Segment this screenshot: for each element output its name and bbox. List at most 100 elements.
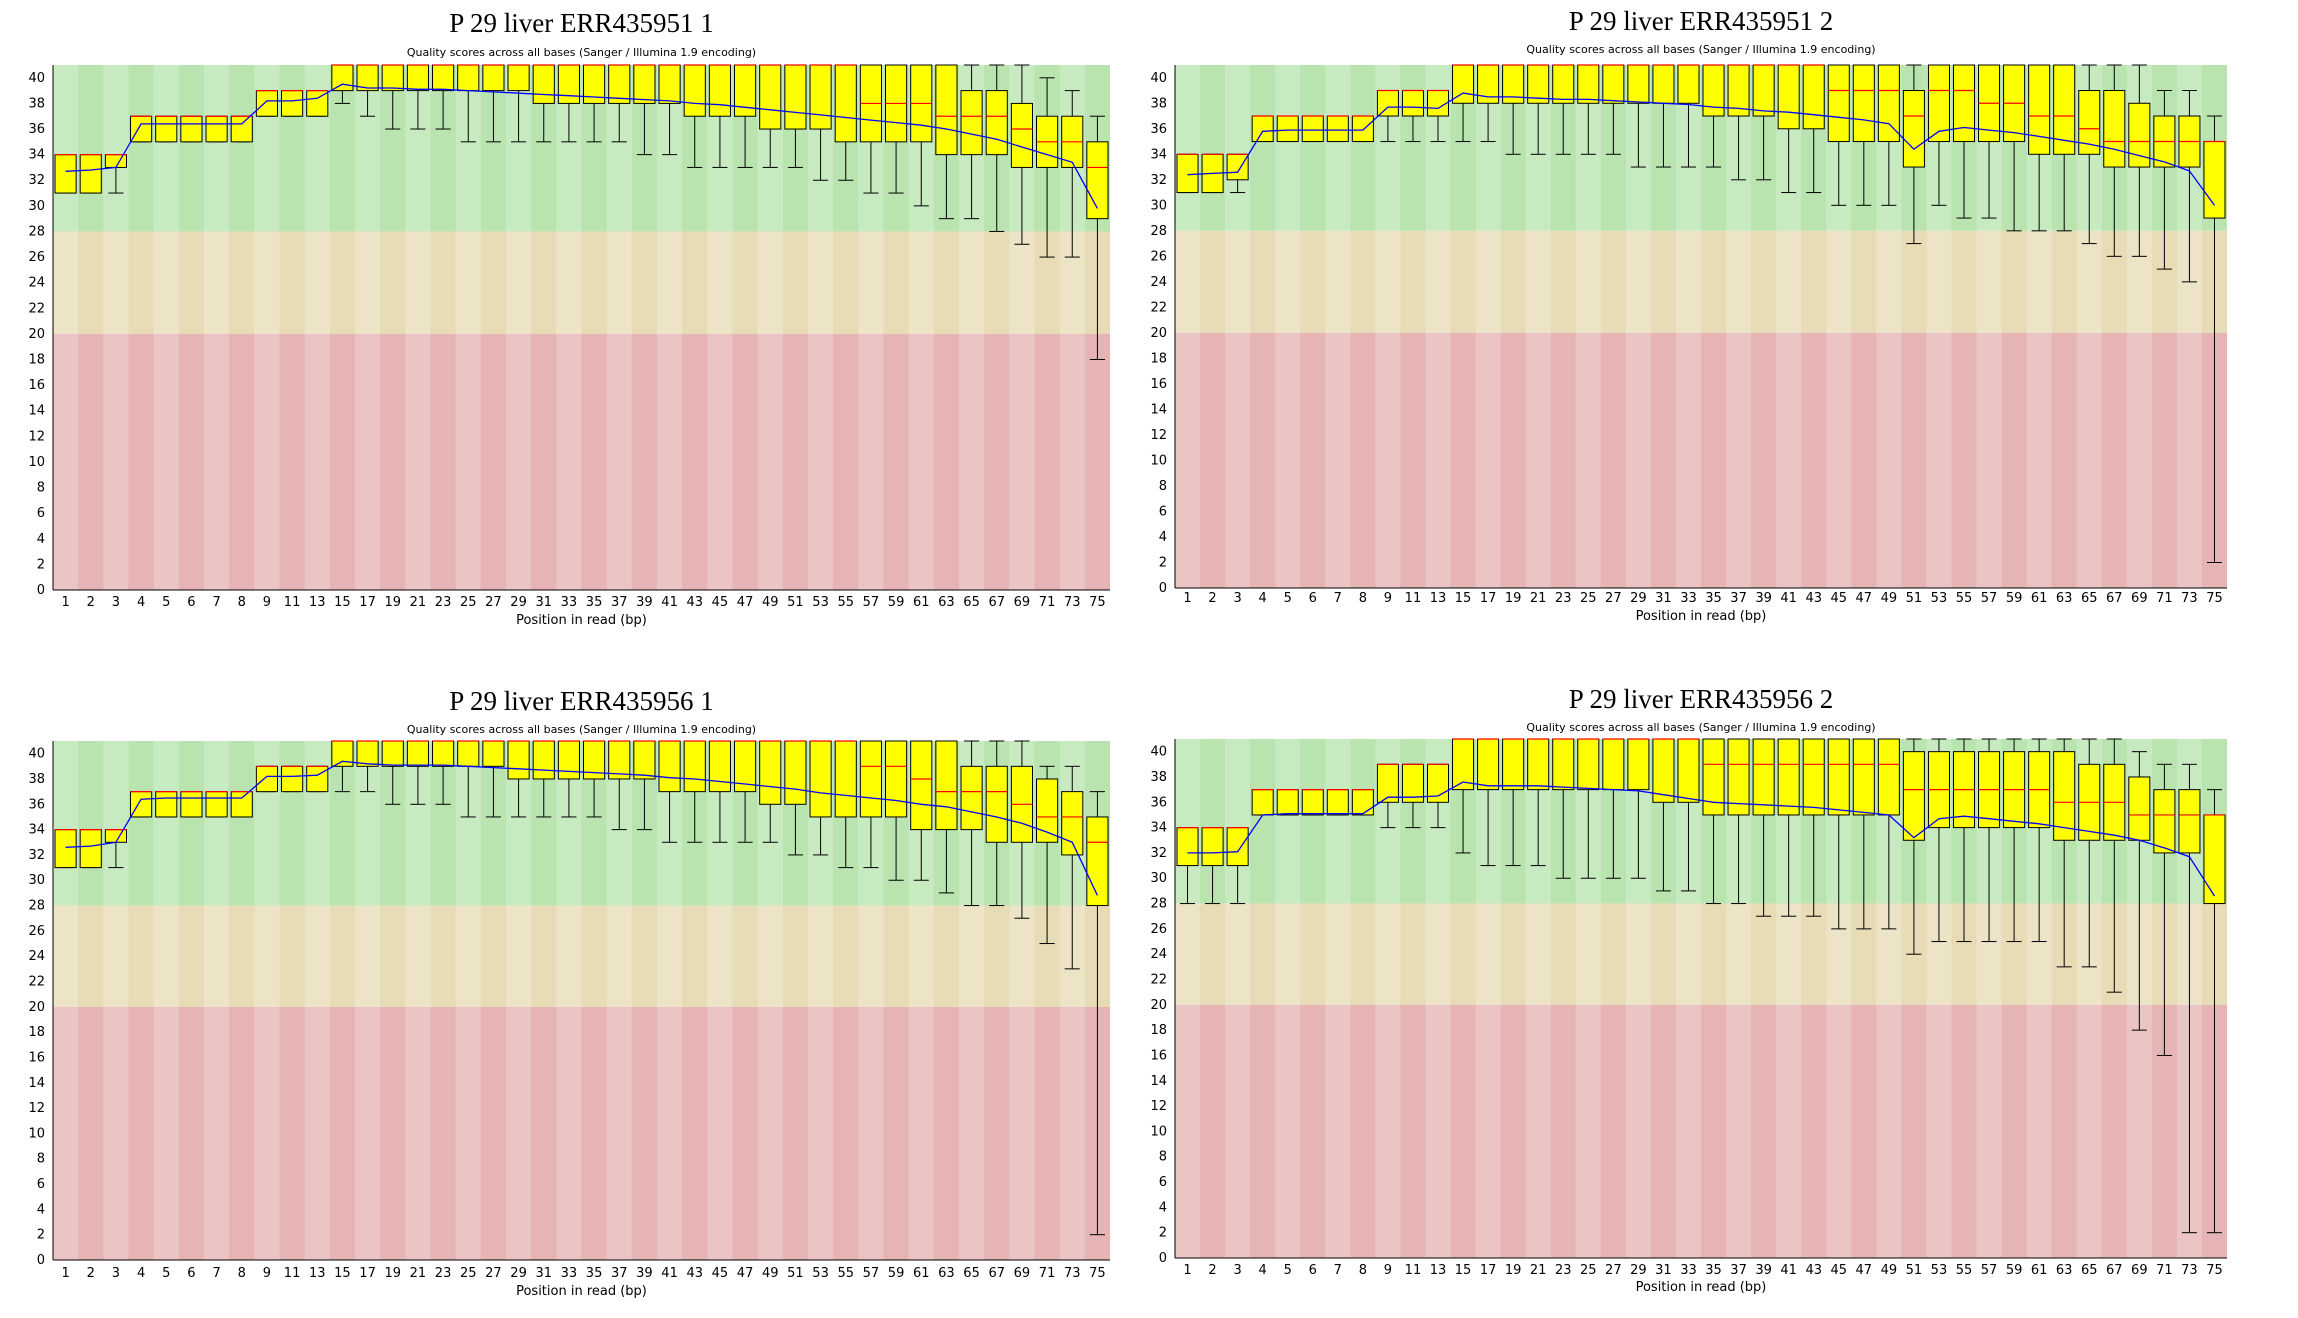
x-tick-label: 47 xyxy=(737,595,754,610)
x-tick-label: 65 xyxy=(2081,591,2098,606)
quality-box xyxy=(155,791,178,818)
bin-stripe xyxy=(153,741,179,1260)
x-tick-label: 11 xyxy=(284,595,301,610)
quality-box xyxy=(2203,141,2226,219)
quality-box xyxy=(482,64,505,92)
x-tick-label: 59 xyxy=(888,595,905,610)
x-tick-label: 13 xyxy=(1430,1263,1447,1278)
bin-stripe xyxy=(53,65,79,590)
quality-box xyxy=(1010,102,1033,168)
x-tick-label: 71 xyxy=(1039,1266,1056,1281)
y-tick-label: 36 xyxy=(28,797,45,812)
bin-stripe xyxy=(1425,65,1451,588)
x-tick-label: 19 xyxy=(384,595,401,610)
quality-zone-1 xyxy=(1175,903,2227,1005)
y-tick-label: 30 xyxy=(1150,871,1167,886)
y-tick-label: 24 xyxy=(1150,275,1167,290)
x-tick-label: 47 xyxy=(737,1266,754,1281)
x-tick-label: 43 xyxy=(1805,1263,1822,1278)
x-tick-label: 33 xyxy=(561,1266,578,1281)
x-tick-label: 7 xyxy=(1334,591,1342,606)
x-tick-label: 53 xyxy=(812,1266,829,1281)
chart-subtitle: Quality scores across all bases (Sanger … xyxy=(1526,43,1875,56)
y-tick-label: 14 xyxy=(1150,1074,1167,1089)
quality-box xyxy=(1827,64,1850,143)
quality-zone-0 xyxy=(1175,739,2227,904)
x-tick-label: 31 xyxy=(535,1266,552,1281)
x-tick-label: 43 xyxy=(1805,591,1822,606)
x-tick-label: 59 xyxy=(2006,1263,2023,1278)
x-tick-label: 19 xyxy=(1505,591,1522,606)
x-tick-label: 33 xyxy=(561,595,578,610)
y-tick-label: 40 xyxy=(1150,745,1167,760)
quality-box xyxy=(759,64,782,130)
x-tick-label: 61 xyxy=(913,595,930,610)
x-tick-label: 7 xyxy=(1334,1263,1342,1278)
y-tick-label: 8 xyxy=(37,1152,45,1167)
quality-box xyxy=(809,64,832,130)
y-tick-label: 20 xyxy=(28,1000,45,1015)
x-tick-label: 39 xyxy=(636,1266,653,1281)
x-tick-label: 8 xyxy=(1359,591,1367,606)
quality-box xyxy=(2053,751,2076,841)
x-tick-label: 37 xyxy=(1730,591,1747,606)
x-tick-label: 67 xyxy=(2106,1263,2123,1278)
box-plot-2: P 29 liver ERR435951 2 Quality scores acr… xyxy=(1150,6,2227,624)
x-tick-label: 35 xyxy=(586,1266,603,1281)
quality-box xyxy=(633,64,656,104)
x-tick-label: 51 xyxy=(1906,1263,1923,1278)
y-tick-label: 0 xyxy=(1159,581,1167,596)
quality-box xyxy=(79,829,102,869)
x-tick-label: 3 xyxy=(112,1266,120,1281)
quality-zone-1 xyxy=(53,231,1110,334)
x-tick-label: 63 xyxy=(938,595,955,610)
quality-box xyxy=(281,765,304,793)
quality-box xyxy=(1627,64,1650,104)
bin-stripe xyxy=(1475,65,1501,588)
x-tick-label: 49 xyxy=(762,595,779,610)
quality-box xyxy=(1902,751,1925,841)
quality-zone-2 xyxy=(1175,332,2227,588)
y-tick-label: 40 xyxy=(28,747,45,762)
bin-stripe xyxy=(204,65,230,590)
x-tick-label: 2 xyxy=(87,1266,95,1281)
quality-box xyxy=(281,90,304,117)
x-tick-label: 61 xyxy=(2031,1263,2048,1278)
x-tick-label: 57 xyxy=(863,595,880,610)
y-tick-label: 26 xyxy=(1150,249,1167,264)
quality-zone-1 xyxy=(53,905,1110,1007)
quality-box xyxy=(557,64,580,104)
x-tick-label: 5 xyxy=(1284,591,1292,606)
y-tick-label: 22 xyxy=(1150,973,1167,988)
quality-box xyxy=(2028,64,2051,155)
x-axis-label: Position in read (bp) xyxy=(516,613,647,628)
chart-title: P 29 liver ERR435956 2 xyxy=(1569,684,1834,714)
quality-box xyxy=(2053,64,2076,155)
x-tick-label: 67 xyxy=(988,1266,1005,1281)
y-tick-label: 36 xyxy=(1150,795,1167,810)
x-tick-label: 13 xyxy=(309,595,326,610)
bin-stripe xyxy=(1325,65,1351,588)
x-tick-label: 63 xyxy=(2056,591,2073,606)
bin-stripe xyxy=(405,741,431,1260)
box-plot-3: P 29 liver ERR435956 1 Quality scores acr… xyxy=(28,686,1110,1299)
y-tick-label: 28 xyxy=(1150,897,1167,912)
y-tick-label: 36 xyxy=(1150,122,1167,137)
y-tick-label: 6 xyxy=(37,506,45,521)
x-tick-label: 71 xyxy=(1039,595,1056,610)
quality-box xyxy=(507,740,530,780)
quality-box xyxy=(1652,64,1675,104)
quality-box xyxy=(935,740,958,831)
y-tick-label: 4 xyxy=(1159,1200,1167,1215)
y-tick-label: 22 xyxy=(1150,300,1167,315)
quality-box xyxy=(1827,738,1850,816)
quality-box xyxy=(1201,827,1224,867)
x-tick-label: 3 xyxy=(1233,591,1241,606)
x-tick-label: 47 xyxy=(1856,1263,1873,1278)
x-tick-label: 19 xyxy=(384,1266,401,1281)
quality-box xyxy=(2128,102,2151,168)
x-tick-label: 4 xyxy=(1259,591,1267,606)
x-tick-label: 41 xyxy=(661,1266,678,1281)
x-tick-label: 73 xyxy=(1064,1266,1081,1281)
quality-box xyxy=(205,115,228,143)
